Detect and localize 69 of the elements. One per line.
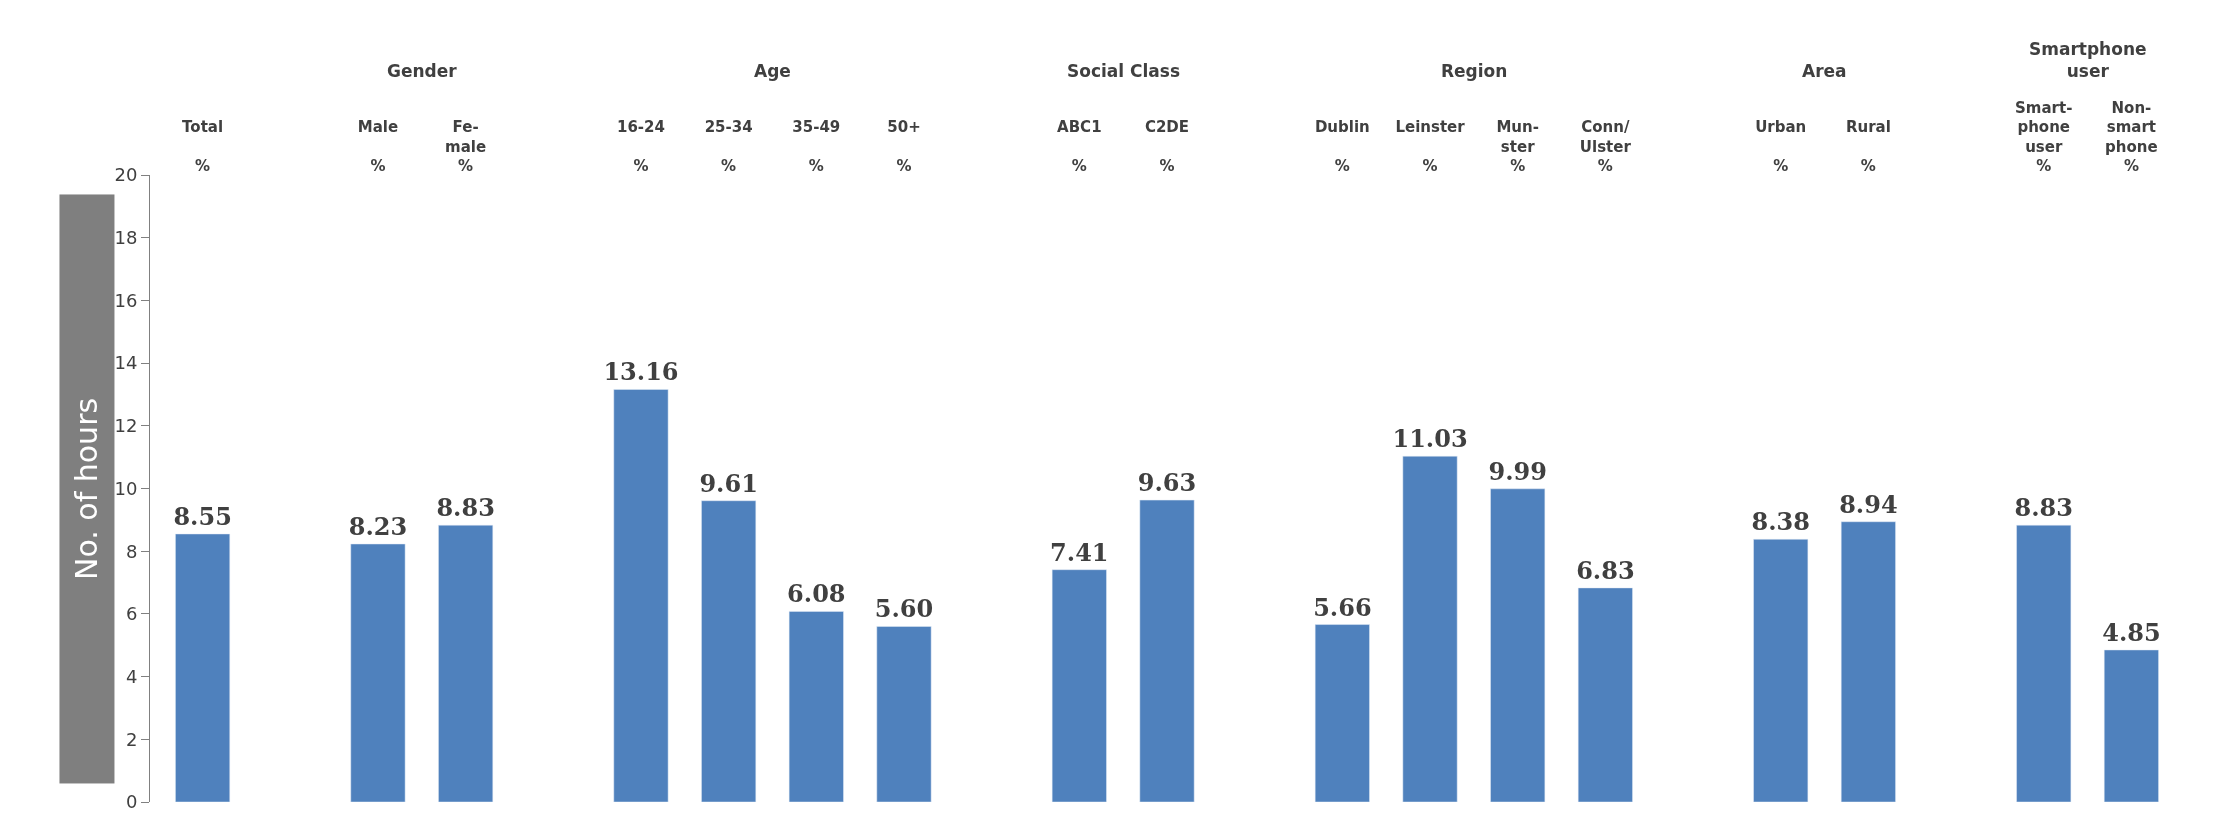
data-label: 7.41 xyxy=(1050,537,1109,567)
bar xyxy=(1314,624,1370,802)
category-label: Rural % xyxy=(1845,118,1891,175)
y-tick-label: 12 xyxy=(114,415,138,437)
data-label: 8.83 xyxy=(436,493,495,523)
text: Smartphone user xyxy=(2029,39,2147,82)
category-label: Male % xyxy=(357,118,399,175)
y-tick-label: 2 xyxy=(125,728,138,750)
bar xyxy=(701,500,757,802)
data-label: 8.94 xyxy=(1839,489,1898,519)
data-label: 8.23 xyxy=(348,511,408,541)
data-label: 6.08 xyxy=(787,579,846,609)
x-tick-label: Non- smart phone % xyxy=(2105,98,2158,175)
data-label: 9.99 xyxy=(1488,456,1547,486)
data-label: 8.83 xyxy=(2014,493,2073,523)
bar xyxy=(438,524,494,802)
bar xyxy=(1577,587,1633,802)
bar xyxy=(2016,524,2072,802)
category-label: Urban % xyxy=(1755,118,1807,175)
bar xyxy=(876,626,932,802)
y-axis-title: No. of hours xyxy=(69,397,105,581)
x-tick-label: Fe- male % xyxy=(445,118,487,175)
bar xyxy=(2103,649,2159,802)
data-label: 9.61 xyxy=(699,468,758,498)
bar xyxy=(1490,488,1546,802)
category-label: 50+ % xyxy=(887,118,921,175)
data-label: 13.16 xyxy=(603,357,679,387)
data-label: 6.83 xyxy=(1576,555,1635,585)
y-tick-label: 20 xyxy=(114,164,138,186)
y-tick-label: 16 xyxy=(114,289,138,311)
category-label: Total % xyxy=(182,118,224,175)
x-tick-label: Smart- phone user % xyxy=(2015,98,2073,175)
bar xyxy=(1753,539,1809,802)
bar xyxy=(175,533,231,802)
data-label: 4.85 xyxy=(2102,617,2161,647)
text: Social Class xyxy=(1067,61,1181,81)
data-label: 5.66 xyxy=(1313,592,1372,622)
category-label: 16-24 % xyxy=(616,118,665,175)
text: Region xyxy=(1441,61,1508,81)
y-tick-label: 8 xyxy=(125,540,138,562)
data-label: 8.38 xyxy=(1751,507,1810,537)
category-label: ABC1 % xyxy=(1057,118,1102,175)
category-label: 25-34 % xyxy=(704,118,753,175)
data-label: 8.55 xyxy=(173,501,232,531)
category-label: 35-49 % xyxy=(792,118,841,175)
category-label: Leinster % xyxy=(1395,118,1465,175)
data-label: 9.63 xyxy=(1137,468,1197,498)
bar xyxy=(788,611,844,802)
data-label: 5.60 xyxy=(874,594,934,624)
y-tick-label: 4 xyxy=(125,665,138,687)
x-tick-label: Conn/ Ulster % xyxy=(1579,118,1632,175)
y-tick-label: 6 xyxy=(125,603,138,625)
text: Area xyxy=(1802,61,1847,81)
bar xyxy=(1840,521,1896,802)
data-label: 11.03 xyxy=(1392,424,1468,454)
x-tick-label: Mun- ster % xyxy=(1496,118,1539,175)
bar xyxy=(1402,455,1458,802)
category-label: C2DE % xyxy=(1144,118,1190,175)
y-tick-label: 0 xyxy=(125,791,138,813)
text: Age xyxy=(754,61,791,81)
y-tick-label: 18 xyxy=(114,227,138,248)
y-tick-label: 10 xyxy=(114,477,138,499)
bar xyxy=(1051,569,1107,802)
y-tick-label: 14 xyxy=(114,352,138,374)
bar xyxy=(613,389,669,802)
category-label: Dublin % xyxy=(1314,118,1370,175)
text: Gender xyxy=(387,61,458,81)
bar xyxy=(350,543,406,802)
bar xyxy=(1139,499,1195,802)
